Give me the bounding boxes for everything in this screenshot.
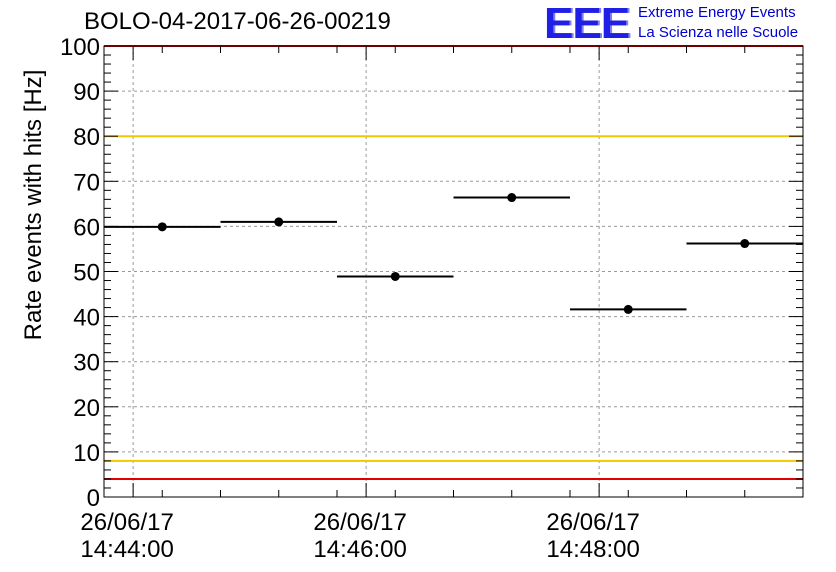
y-tick-label: 0 <box>87 485 100 512</box>
chart-title: BOLO-04-2017-06-26-00219 <box>84 8 391 35</box>
y-axis-label: Rate events with hits [Hz] <box>20 69 47 341</box>
y-tick-label: 10 <box>73 440 100 467</box>
data-point <box>274 217 284 227</box>
x-tick-date: 26/06/17 <box>80 509 173 536</box>
y-tick-label: 40 <box>73 305 100 332</box>
x-tick-date: 26/06/17 <box>546 509 639 536</box>
x-tick-time: 14:46:00 <box>313 536 406 563</box>
data-point <box>390 271 400 281</box>
y-tick-label: 60 <box>73 214 100 241</box>
y-tick-label: 80 <box>73 124 100 151</box>
x-tick-time: 14:44:00 <box>80 536 173 563</box>
eee-logo: EEE <box>544 0 630 48</box>
x-tick-time: 14:48:00 <box>546 536 639 563</box>
y-tick-label: 50 <box>73 260 100 287</box>
data-point <box>507 193 517 203</box>
y-tick-label: 20 <box>73 395 100 422</box>
grid-lines <box>104 46 803 497</box>
logo-line-1: Extreme Energy Events <box>638 4 796 21</box>
data-point <box>157 222 167 232</box>
logo-line-2: La Scienza nelle Scuole <box>638 24 799 41</box>
y-tick-label: 30 <box>73 350 100 377</box>
y-tick-label: 70 <box>73 169 100 196</box>
data-points <box>104 193 803 314</box>
tick-labels: 010203040506070809010026/06/1714:44:0026… <box>60 34 640 563</box>
reference-lines <box>104 45 803 480</box>
axis-ticks <box>103 45 804 498</box>
y-tick-label: 100 <box>60 34 100 61</box>
data-point <box>740 239 750 249</box>
data-point <box>623 304 633 314</box>
x-tick-date: 26/06/17 <box>313 509 406 536</box>
y-tick-label: 90 <box>73 79 100 106</box>
